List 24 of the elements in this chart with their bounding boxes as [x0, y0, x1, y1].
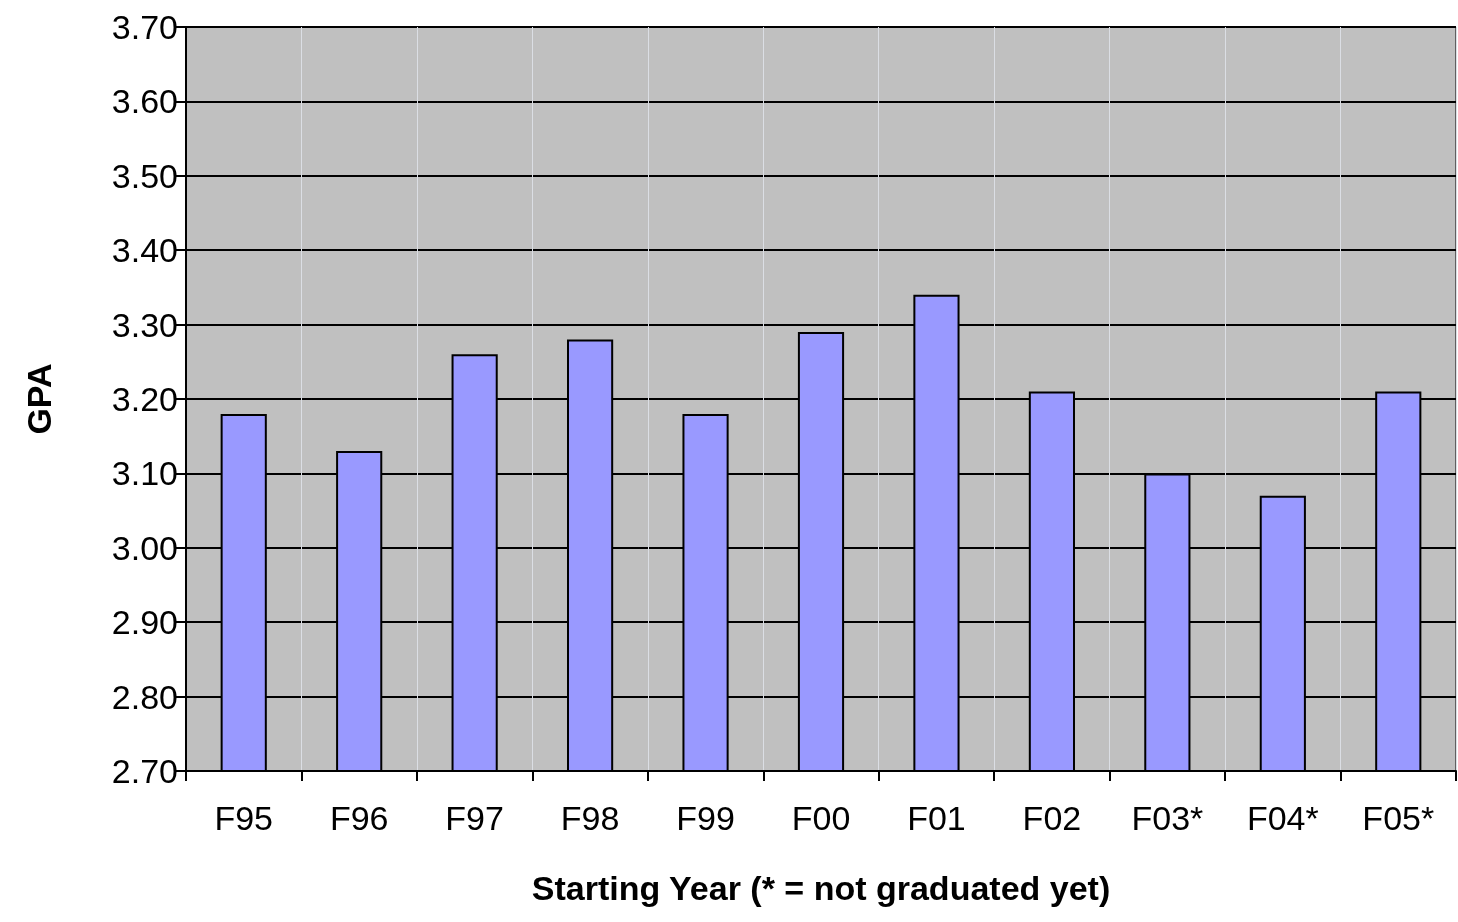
- x-tick-label: F01: [907, 799, 966, 837]
- y-tick-label: 3.20: [111, 380, 178, 418]
- x-tick-label: F05*: [1362, 799, 1435, 837]
- y-tick-label: 3.10: [111, 454, 178, 493]
- y-tick-label: 3.70: [111, 8, 178, 46]
- x-tick-label: F02: [1022, 799, 1082, 837]
- x-tick-label: F98: [560, 799, 620, 837]
- x-tick-label: F99: [676, 799, 735, 837]
- y-tick-label: 2.80: [111, 677, 178, 716]
- y-axis-title: GPA: [20, 363, 58, 435]
- y-tick-label: 3.00: [111, 528, 178, 567]
- x-axis-title: Starting Year (* = not graduated yet): [531, 869, 1111, 907]
- y-tick-label: 3.60: [111, 82, 178, 121]
- x-tick-label: F95: [214, 799, 274, 837]
- x-tick-label: F00: [791, 799, 851, 837]
- x-tick-label: F04*: [1246, 799, 1319, 837]
- y-tick-label: 3.30: [111, 305, 178, 344]
- y-tick-label: 2.70: [111, 752, 178, 790]
- y-tick-label: 3.40: [111, 231, 178, 270]
- x-tick-label: F03*: [1131, 799, 1204, 837]
- y-tick-label: 3.50: [111, 156, 178, 195]
- x-tick-label: F97: [445, 799, 504, 837]
- y-tick-label: 2.90: [111, 603, 178, 642]
- x-tick-label: F96: [329, 799, 389, 837]
